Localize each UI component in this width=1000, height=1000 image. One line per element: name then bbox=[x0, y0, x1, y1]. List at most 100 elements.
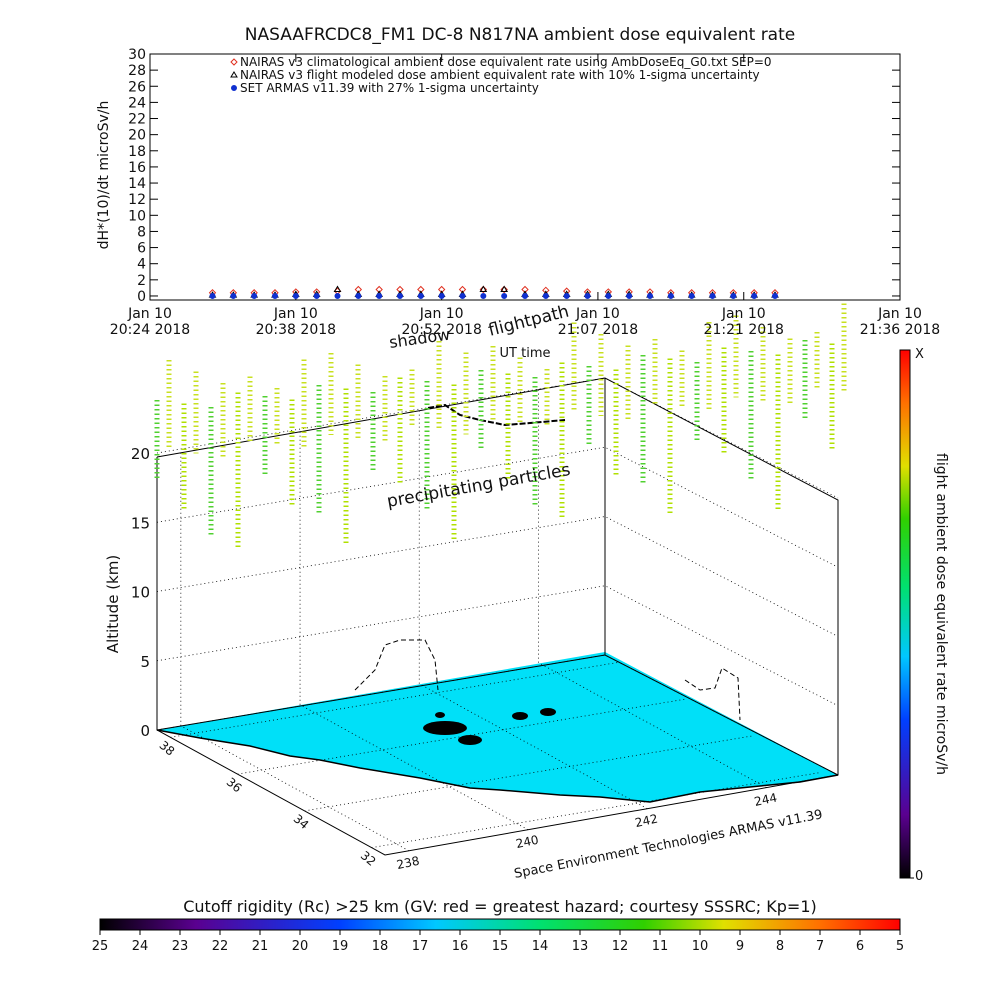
plot-frame bbox=[149, 53, 901, 301]
marker bbox=[355, 292, 362, 299]
colorbar-tick-label: 7 bbox=[816, 939, 824, 954]
z-axis-label: Altitude (km) bbox=[104, 555, 122, 653]
marker bbox=[522, 292, 528, 299]
y-tick-label: 4 bbox=[137, 257, 146, 273]
colorbar-tick-label: 17 bbox=[412, 939, 429, 954]
marker bbox=[772, 292, 778, 299]
marker bbox=[688, 292, 695, 299]
y-tick-label: 26 bbox=[128, 79, 146, 95]
y-axis-label: dH*(10)/dt microSv/h bbox=[96, 101, 112, 250]
chart-title: NASAAFRCDC8_FM1 DC-8 N817NA ambient dose… bbox=[245, 25, 795, 45]
marker bbox=[209, 292, 216, 299]
marker bbox=[396, 285, 404, 294]
colorbar-tick-label: 8 bbox=[776, 939, 784, 954]
z-tick-label: 20 bbox=[131, 445, 150, 463]
marker bbox=[521, 285, 529, 294]
marker bbox=[438, 292, 445, 299]
colorbar-tick-label: 20 bbox=[292, 939, 309, 954]
colorbar-rigidity bbox=[99, 918, 901, 931]
marker bbox=[376, 292, 383, 299]
colorbar-tick-label: 9 bbox=[736, 939, 744, 954]
marker bbox=[647, 292, 653, 299]
flight-path bbox=[427, 403, 566, 427]
grid-line bbox=[156, 585, 839, 707]
marker bbox=[584, 292, 591, 299]
credit: Space Environment Technologies ARMAS v11… bbox=[513, 807, 824, 882]
marker bbox=[500, 285, 509, 293]
colorbar-tick-label: 23 bbox=[172, 939, 189, 954]
marker bbox=[751, 292, 758, 299]
y-tick-label: 24 bbox=[128, 95, 146, 111]
legend-label: SET ARMAS v11.39 with 27% 1-sigma uncert… bbox=[240, 81, 539, 95]
x-tick-label: 240 bbox=[515, 833, 540, 851]
annotation: precipitating particles bbox=[385, 460, 572, 512]
marker bbox=[480, 292, 487, 299]
marker bbox=[479, 285, 488, 294]
colorbar-title: Cutoff rigidity (Rc) >25 km (GV: red = g… bbox=[183, 897, 817, 916]
marker bbox=[417, 285, 425, 294]
grid-line bbox=[538, 662, 767, 788]
marker bbox=[667, 292, 674, 299]
marker bbox=[730, 292, 737, 299]
colorbar-tick-label: 25 bbox=[92, 939, 109, 954]
colorbar-title: flight ambient dose equivalent rate micr… bbox=[933, 453, 949, 775]
colorbar-tick-label: 15 bbox=[492, 939, 509, 954]
x-tick-label: Jan 10 20:38 2018 bbox=[256, 306, 336, 338]
marker bbox=[333, 285, 342, 293]
marker bbox=[230, 292, 237, 299]
marker bbox=[605, 292, 612, 299]
marker bbox=[292, 292, 299, 299]
x-tick-label: Jan 10 20:52 2018 bbox=[401, 306, 481, 338]
marker bbox=[272, 292, 278, 299]
colorbar-tick-label: 16 bbox=[452, 939, 469, 954]
colorbar-tick-label: 10 bbox=[692, 939, 709, 954]
colorbar-tick-label: 13 bbox=[572, 939, 589, 954]
y-tick-label: 32 bbox=[358, 848, 379, 869]
y-tick-label: 14 bbox=[128, 176, 146, 192]
surface bbox=[157, 652, 838, 802]
y-tick-label: 20 bbox=[128, 128, 146, 144]
colorbar-top-label: X bbox=[915, 347, 924, 362]
y-tick-label: 12 bbox=[128, 192, 146, 208]
colorbar-tick-label: 5 bbox=[896, 939, 904, 954]
x-tick-label: Jan 10 21:36 2018 bbox=[860, 306, 940, 338]
marker bbox=[626, 292, 633, 299]
y-tick-label: 0 bbox=[137, 289, 146, 305]
y-tick-label: 30 bbox=[128, 47, 146, 63]
y-tick-label: 22 bbox=[128, 112, 146, 128]
grid-line bbox=[156, 516, 839, 637]
scene-3d bbox=[154, 303, 847, 856]
y-tick-label: 28 bbox=[128, 63, 146, 79]
colorbar-tick-label: 11 bbox=[652, 939, 669, 954]
legend-marker bbox=[230, 58, 238, 66]
colorbar-dose bbox=[899, 349, 911, 879]
colorbar-tick-label: 0 bbox=[915, 869, 923, 884]
y-tick-label: 2 bbox=[137, 273, 146, 289]
marker bbox=[417, 292, 424, 299]
x-tick-label: Jan 10 20:24 2018 bbox=[110, 306, 190, 338]
y-tick-label: 36 bbox=[224, 775, 245, 796]
marker bbox=[375, 285, 383, 294]
y-tick-label: 34 bbox=[291, 812, 312, 833]
marker bbox=[459, 292, 466, 299]
marker bbox=[709, 292, 716, 299]
legend-marker bbox=[231, 85, 237, 91]
coastline bbox=[156, 729, 839, 803]
colorbar-tick-label: 18 bbox=[372, 939, 389, 954]
z-tick-label: 5 bbox=[140, 653, 150, 671]
x-tick-label: Jan 10 21:07 2018 bbox=[558, 306, 638, 338]
y-tick-label: 6 bbox=[137, 241, 146, 257]
marker bbox=[437, 285, 446, 294]
marker bbox=[500, 285, 508, 294]
x-tick-label: 238 bbox=[395, 854, 420, 872]
colorbar-tick-label: 22 bbox=[212, 939, 229, 954]
marker bbox=[479, 285, 488, 293]
legend-marker bbox=[230, 71, 238, 78]
x-tick-label: Jan 10 21:21 2018 bbox=[704, 306, 784, 338]
x-tick-label: 244 bbox=[753, 790, 778, 808]
marker bbox=[397, 292, 403, 299]
grid-line bbox=[299, 704, 529, 831]
grid-line bbox=[180, 725, 410, 852]
shadow-path bbox=[684, 667, 741, 721]
scene-grid bbox=[156, 377, 839, 852]
